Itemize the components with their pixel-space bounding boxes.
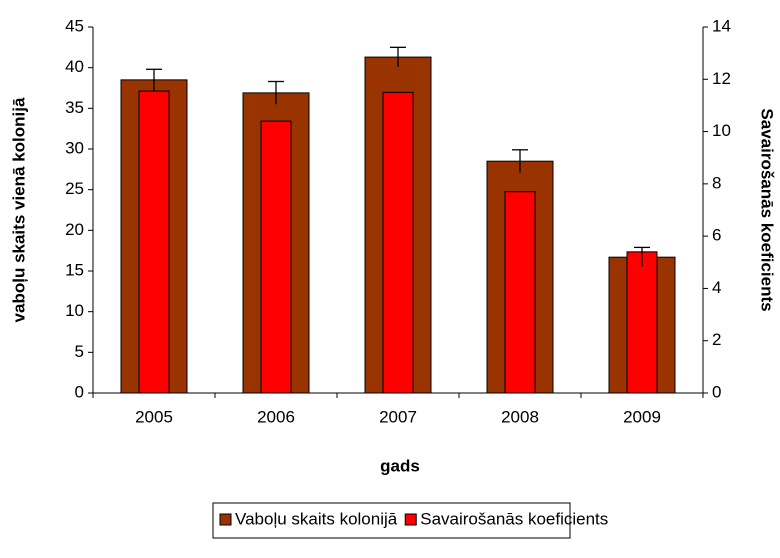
y2-tick-label: 6 bbox=[712, 226, 721, 245]
legend-box bbox=[212, 502, 571, 539]
y-axis-title: vaboļu skaits vienā kolonijā bbox=[9, 97, 28, 322]
y-tick-label: 5 bbox=[75, 342, 84, 361]
bar bbox=[626, 251, 658, 394]
y-tick-label: 0 bbox=[75, 382, 84, 401]
bar bbox=[504, 191, 536, 394]
y-tick-label: 30 bbox=[65, 138, 84, 157]
y2-tick-label: 4 bbox=[712, 278, 721, 297]
error-bar bbox=[634, 246, 650, 267]
y2-tick-label: 8 bbox=[712, 173, 721, 192]
x-tick-label: 2007 bbox=[379, 407, 417, 426]
y-tick-label: 15 bbox=[65, 260, 84, 279]
y2-tick-label: 14 bbox=[712, 16, 731, 35]
legend-label: Savairošanās koeficients bbox=[420, 509, 608, 528]
error-bar bbox=[390, 46, 406, 67]
y-tick-label: 40 bbox=[65, 57, 84, 76]
y-tick-label: 20 bbox=[65, 220, 84, 239]
y2-axis-title: Savairošanās koeficients bbox=[758, 108, 777, 311]
x-tick-label: 2009 bbox=[623, 407, 661, 426]
bar bbox=[260, 120, 292, 394]
y-tick-label: 10 bbox=[65, 301, 84, 320]
y-tick-label: 35 bbox=[65, 98, 84, 117]
bar bbox=[138, 90, 170, 394]
x-tick-label: 2008 bbox=[501, 407, 539, 426]
bar bbox=[382, 91, 414, 394]
y-tick-label: 25 bbox=[65, 179, 84, 198]
y2-tick-label: 0 bbox=[712, 382, 721, 401]
x-tick-label: 2005 bbox=[135, 407, 173, 426]
y2-tick-label: 2 bbox=[712, 330, 721, 349]
legend-swatch bbox=[219, 513, 232, 526]
error-bar bbox=[512, 149, 528, 173]
x-tick-label: 2006 bbox=[257, 407, 295, 426]
y2-tick-label: 10 bbox=[712, 121, 731, 140]
y2-tick-label: 12 bbox=[712, 69, 731, 88]
error-bar bbox=[146, 68, 162, 91]
x-axis-title: gads bbox=[380, 456, 420, 475]
error-bar bbox=[268, 80, 284, 105]
legend-label: Vaboļu skaits kolonijā bbox=[235, 509, 398, 528]
y-tick-label: 45 bbox=[65, 16, 84, 35]
legend-swatch bbox=[404, 513, 417, 526]
